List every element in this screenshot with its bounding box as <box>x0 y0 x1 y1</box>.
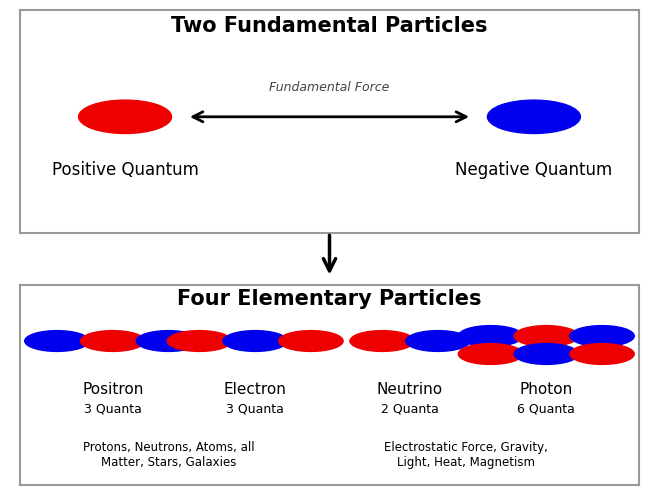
Text: Electron: Electron <box>223 382 287 396</box>
Circle shape <box>570 326 634 346</box>
Text: Protons, Neutrons, Atoms, all
Matter, Stars, Galaxies: Protons, Neutrons, Atoms, all Matter, St… <box>82 441 254 469</box>
Text: Fundamental Force: Fundamental Force <box>270 82 389 94</box>
Text: 3 Quanta: 3 Quanta <box>84 402 142 415</box>
Text: Electrostatic Force, Gravity,
Light, Heat, Magnetism: Electrostatic Force, Gravity, Light, Hea… <box>384 441 548 469</box>
Circle shape <box>570 344 634 364</box>
Circle shape <box>406 330 470 351</box>
Circle shape <box>78 100 171 134</box>
Circle shape <box>488 100 581 134</box>
Circle shape <box>459 326 523 346</box>
Circle shape <box>223 330 287 351</box>
Circle shape <box>350 330 415 351</box>
Text: 3 Quanta: 3 Quanta <box>226 402 284 415</box>
Circle shape <box>459 344 523 364</box>
Circle shape <box>25 330 89 351</box>
Circle shape <box>80 330 145 351</box>
Circle shape <box>514 326 579 346</box>
Text: 6 Quanta: 6 Quanta <box>517 402 575 415</box>
Text: Two Fundamental Particles: Two Fundamental Particles <box>171 16 488 36</box>
Text: Four Elementary Particles: Four Elementary Particles <box>177 289 482 309</box>
Text: Neutrino: Neutrino <box>377 382 443 396</box>
Circle shape <box>514 344 579 364</box>
Circle shape <box>167 330 231 351</box>
Circle shape <box>136 330 200 351</box>
Text: Negative Quantum: Negative Quantum <box>455 161 613 179</box>
Circle shape <box>279 330 343 351</box>
Text: Positive Quantum: Positive Quantum <box>51 161 198 179</box>
Text: 2 Quanta: 2 Quanta <box>381 402 439 415</box>
Text: Positron: Positron <box>82 382 144 396</box>
Text: Photon: Photon <box>520 382 573 396</box>
